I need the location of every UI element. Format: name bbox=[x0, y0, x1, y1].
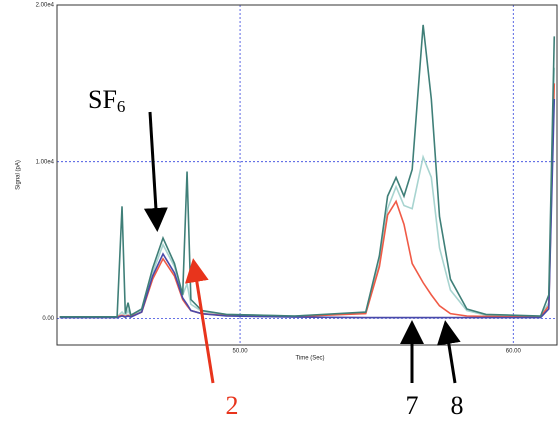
annotation: 8 bbox=[451, 391, 464, 420]
annotation-text: 2 bbox=[226, 391, 239, 420]
series-line bbox=[59, 98, 556, 319]
annotation: 2 bbox=[226, 391, 239, 420]
y-tick-label: 1.00e4 bbox=[36, 159, 55, 165]
arrow bbox=[184, 258, 215, 384]
annotation: 7 bbox=[406, 391, 419, 420]
y-axis-label: Signal (pA) bbox=[16, 160, 22, 190]
x-axis-label: Time (Sec) bbox=[295, 356, 324, 362]
arrow bbox=[143, 111, 168, 232]
x-tick-label: 60.00 bbox=[506, 349, 522, 355]
series-line bbox=[59, 67, 556, 318]
series-line bbox=[59, 83, 556, 318]
plot-frame bbox=[56, 4, 558, 346]
series-line bbox=[59, 24, 556, 318]
grid bbox=[57, 4, 557, 345]
lines bbox=[59, 24, 556, 319]
annotations: SF6 2 7 8 bbox=[88, 85, 464, 420]
arrow bbox=[436, 320, 461, 384]
annotation-text: 7 bbox=[406, 391, 419, 420]
y-tick-label: 2.00e4 bbox=[36, 3, 55, 9]
annotation-text: 8 bbox=[451, 391, 464, 420]
y-tick-label: 0.00 bbox=[42, 316, 54, 322]
annotation-subscript: 6 bbox=[117, 97, 126, 116]
x-tick-label: 50.00 bbox=[233, 349, 249, 355]
annotation: SF6 bbox=[88, 85, 125, 116]
annotation-text: SF bbox=[88, 85, 117, 114]
